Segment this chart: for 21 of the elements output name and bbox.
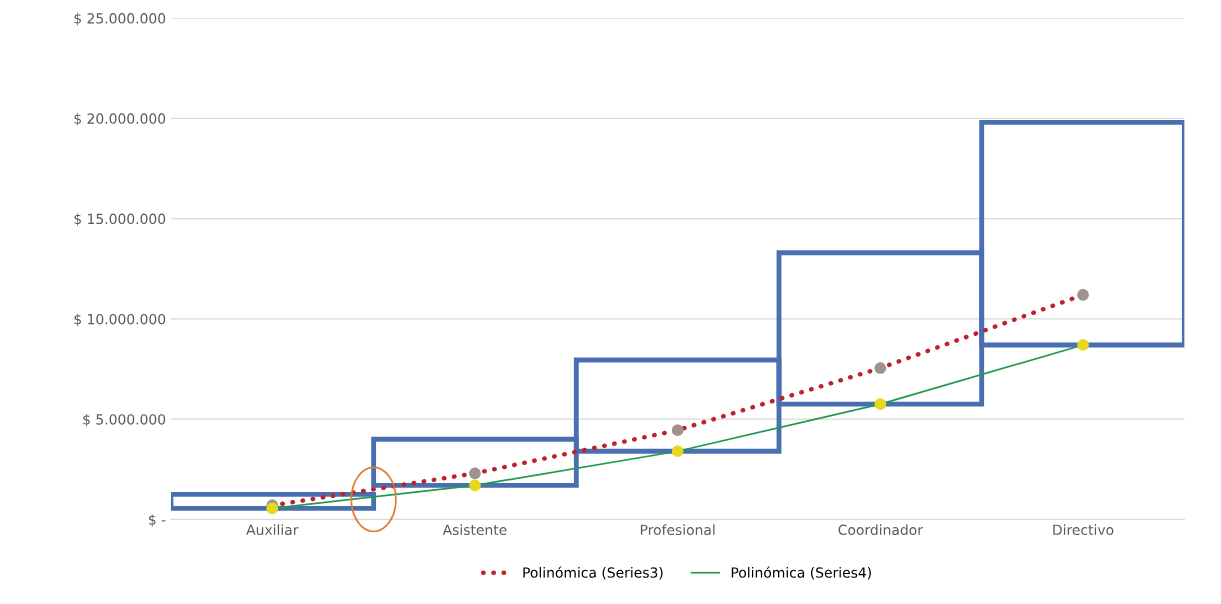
x-tick-label: Directivo [1053, 524, 1114, 536]
point [469, 479, 481, 492]
y-tick-label: $ 20.000.000 [74, 113, 166, 126]
y-tick-label: $ - [148, 514, 166, 527]
y-tick-label: $ 15.000.000 [74, 213, 166, 226]
point [671, 445, 684, 458]
point [469, 467, 481, 480]
x-tick-label: Profesional [640, 524, 715, 536]
y-tick-label: $ 25.000.000 [74, 12, 166, 26]
y-tick-label: $ 10.000.000 [74, 313, 166, 327]
point [1077, 289, 1089, 301]
point [874, 398, 887, 410]
legend-label: Polinómica (Series3) [523, 566, 663, 580]
x-tick-label: Auxiliar [246, 524, 299, 536]
y-tick-label: $ 5.000.000 [83, 413, 166, 427]
point [874, 362, 887, 374]
x-tick-label: Coordinador [838, 524, 923, 536]
x-tick-label: Asistente [442, 524, 507, 536]
point [671, 424, 684, 437]
point [1077, 339, 1089, 351]
legend-label: Polinómica (Series4) [731, 566, 871, 580]
